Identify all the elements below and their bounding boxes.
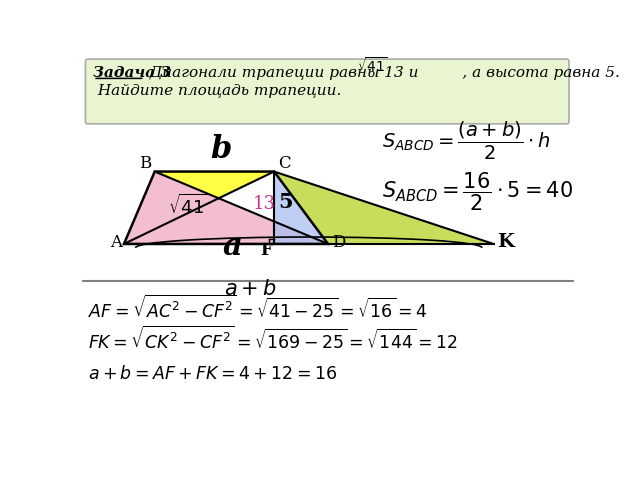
Polygon shape	[124, 171, 328, 244]
Text: B: B	[140, 156, 152, 172]
Text: $S_{ABCD} = \dfrac{(a+b)}{2} \cdot h$: $S_{ABCD} = \dfrac{(a+b)}{2} \cdot h$	[382, 120, 550, 162]
Text: C: C	[278, 156, 291, 172]
Text: $\sqrt{41}$: $\sqrt{41}$	[357, 56, 388, 75]
Text: A: A	[110, 234, 122, 251]
Text: 13: 13	[253, 194, 276, 213]
Text: K: K	[497, 233, 515, 251]
Text: Задача 3: Задача 3	[93, 66, 171, 80]
Text: F: F	[260, 242, 272, 259]
FancyBboxPatch shape	[86, 59, 569, 124]
Text: $\mathit{a+b}$: $\mathit{a+b}$	[224, 279, 276, 299]
Text: Найдите площадь трапеции.: Найдите площадь трапеции.	[93, 84, 342, 97]
Text: $FK = \sqrt{CK^2 - CF^2} = \sqrt{169 - 25} = \sqrt{144} = 12$: $FK = \sqrt{CK^2 - CF^2} = \sqrt{169 - 2…	[88, 325, 458, 353]
Text: $\sqrt{41}$: $\sqrt{41}$	[168, 194, 208, 218]
Text: D: D	[332, 234, 345, 251]
Text: $a + b = AF + FK = 4 + 12 = 16$: $a + b = AF + FK = 4 + 12 = 16$	[88, 365, 337, 384]
Text: $AF = \sqrt{AC^2 - CF^2} = \sqrt{41 - 25} = \sqrt{16} = 4$: $AF = \sqrt{AC^2 - CF^2} = \sqrt{41 - 25…	[88, 295, 427, 322]
Text: 5: 5	[278, 192, 292, 212]
Text: $S_{ABCD} = \dfrac{16}{2} \cdot 5 = 40$: $S_{ABCD} = \dfrac{16}{2} \cdot 5 = 40$	[382, 170, 573, 213]
Text: Диагонали трапеции равны 13 и         , а высота равна 5.: Диагонали трапеции равны 13 и , а высота…	[145, 66, 620, 80]
Polygon shape	[274, 171, 493, 244]
Text: b: b	[211, 134, 232, 165]
Text: a: a	[222, 231, 242, 263]
Polygon shape	[155, 171, 274, 198]
Polygon shape	[274, 171, 328, 244]
